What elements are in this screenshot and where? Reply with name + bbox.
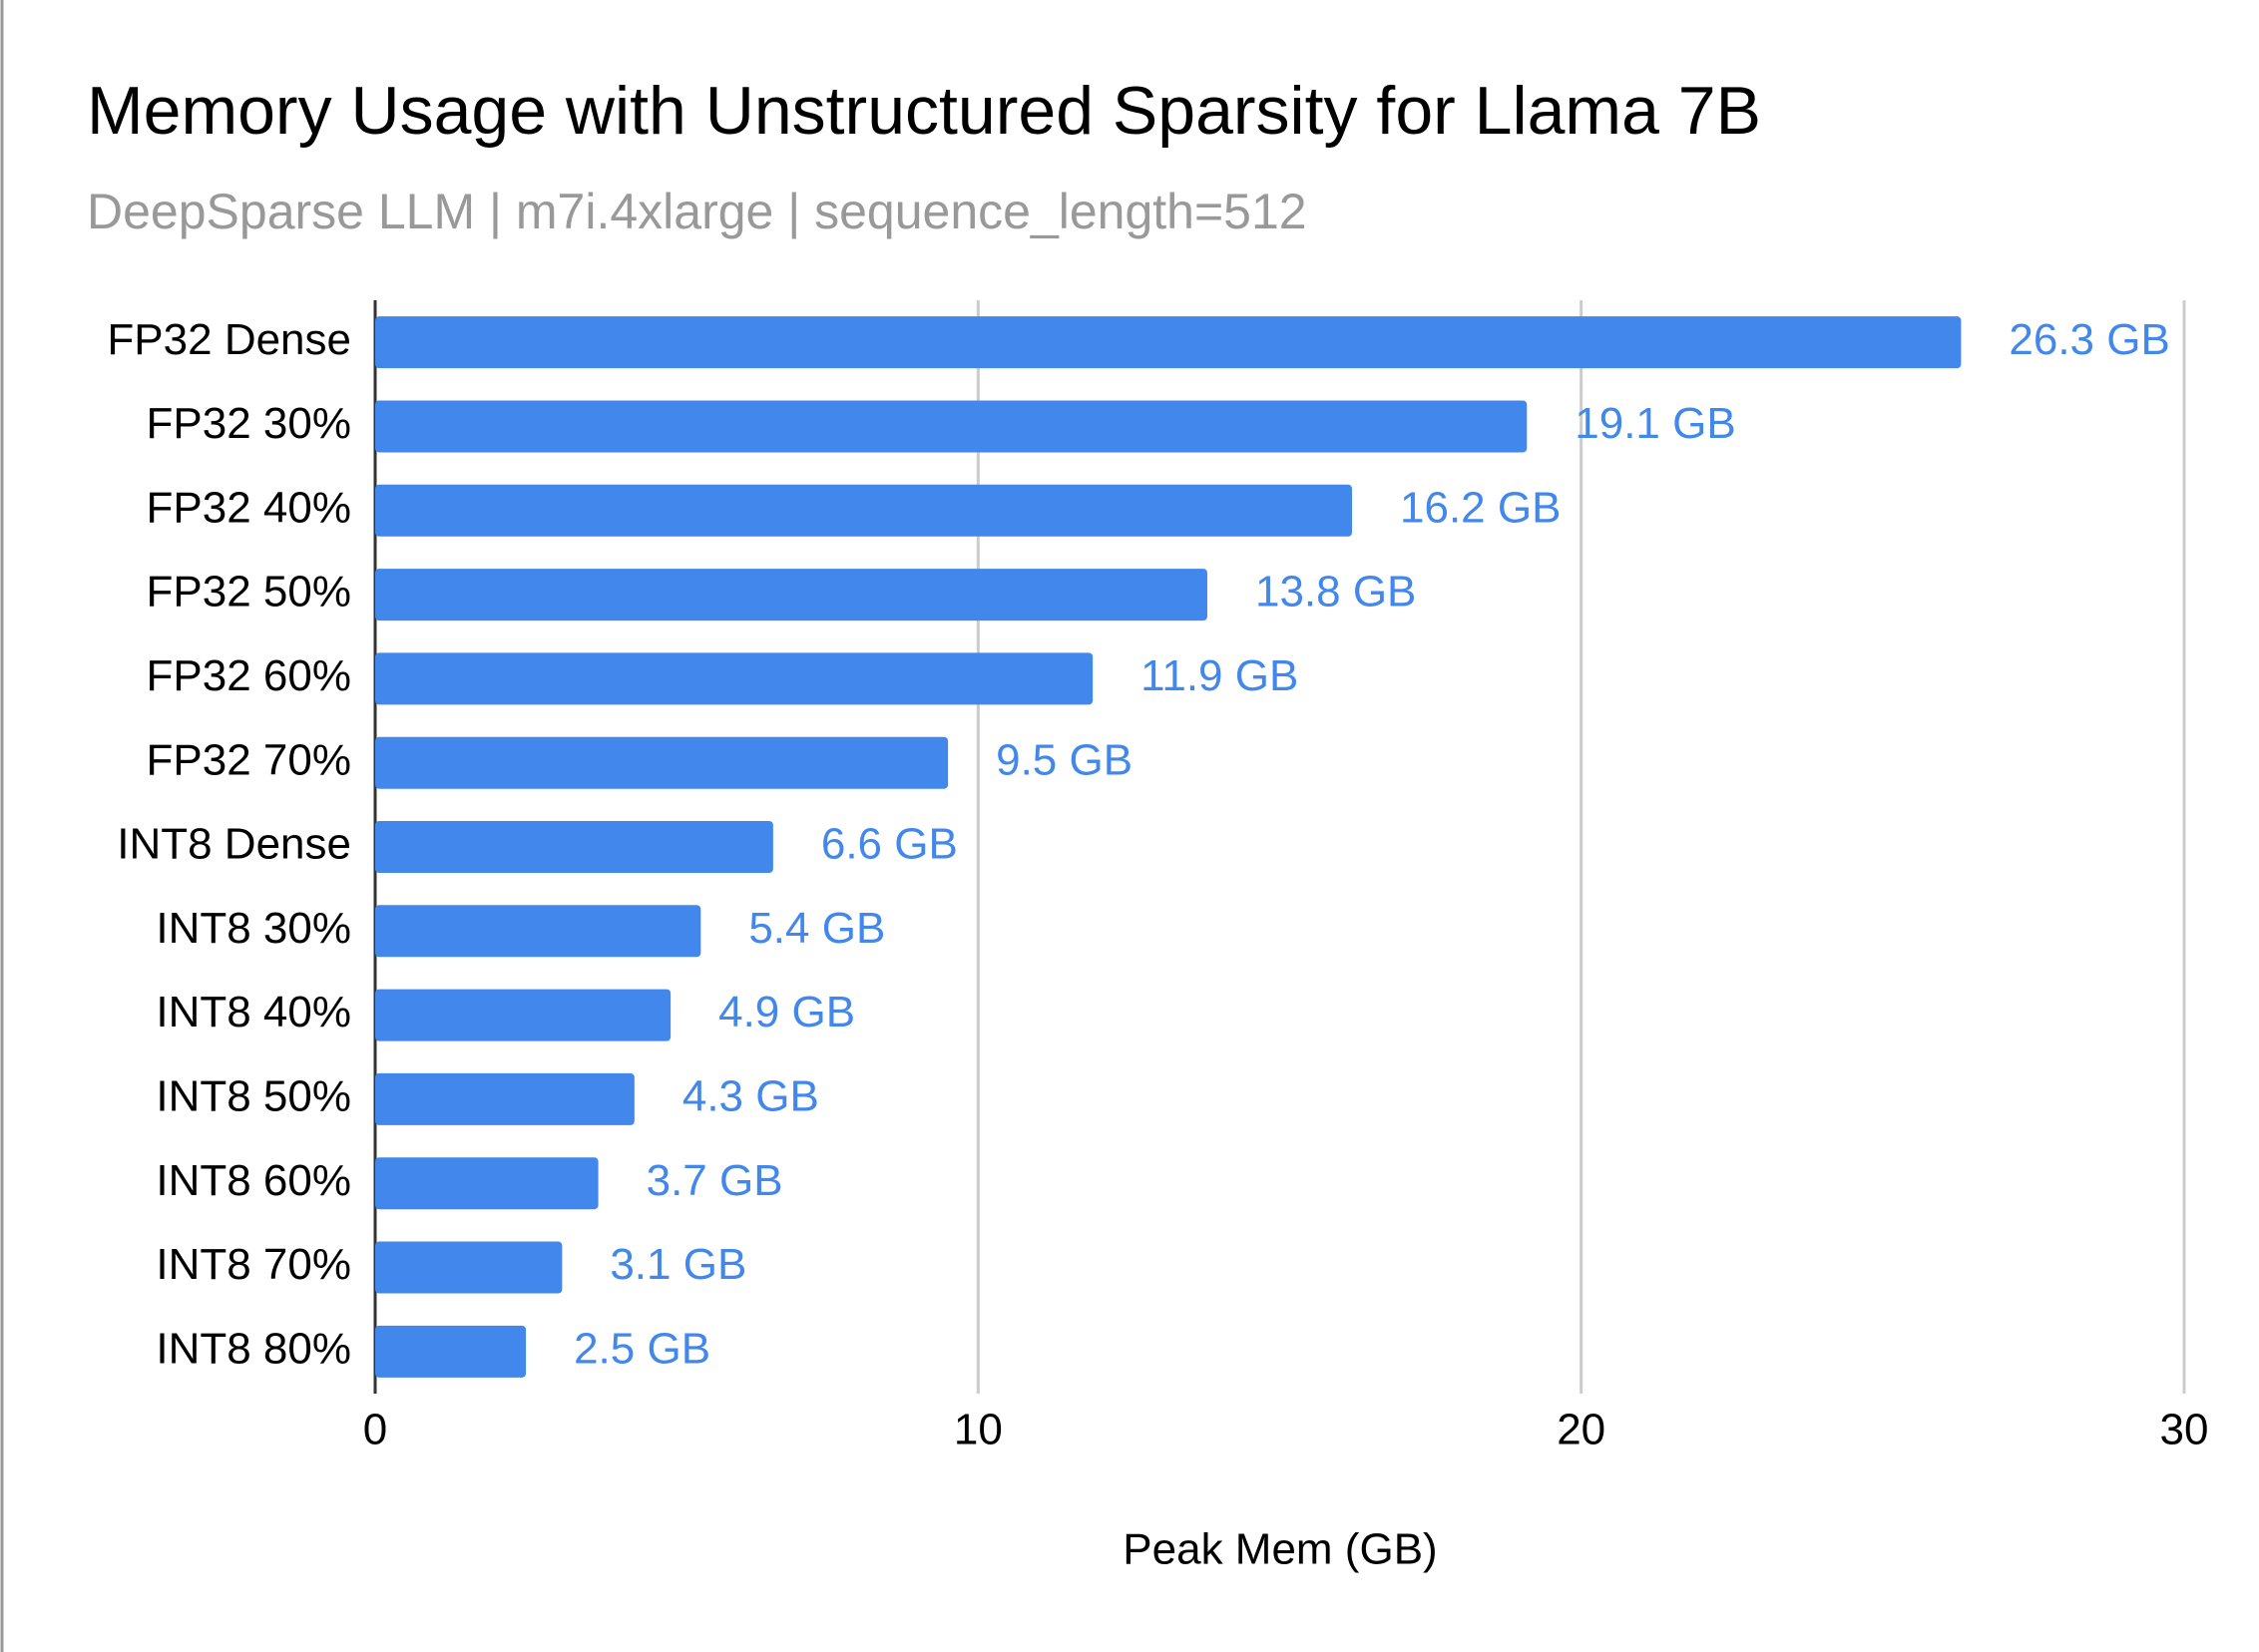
value-label: 11.9 GB xyxy=(1140,651,1298,700)
value-label: 16.2 GB xyxy=(1400,483,1561,532)
chart-subtitle: DeepSparse LLM | m7i.4xlarge | sequence_… xyxy=(87,184,1307,239)
chart-title: Memory Usage with Unstructured Sparsity … xyxy=(87,73,1761,149)
value-label: 26.3 GB xyxy=(2009,315,2169,364)
y-tick-label: INT8 60% xyxy=(156,1156,351,1205)
y-tick-label: FP32 60% xyxy=(147,651,351,700)
y-tick-label: INT8 50% xyxy=(156,1072,351,1121)
value-label: 9.5 GB xyxy=(996,735,1132,784)
y-tick-label: FP32 Dense xyxy=(107,315,351,364)
bar xyxy=(375,1072,635,1125)
value-label: 4.3 GB xyxy=(682,1072,819,1121)
value-label: 3.1 GB xyxy=(610,1240,746,1289)
y-tick-label: INT8 40% xyxy=(156,988,351,1036)
x-tick-label: 20 xyxy=(1557,1406,1605,1454)
y-tick-label: FP32 30% xyxy=(147,399,351,448)
bar xyxy=(375,1241,563,1294)
bar xyxy=(375,989,672,1041)
bar xyxy=(375,569,1207,621)
bar xyxy=(375,1325,527,1378)
bar xyxy=(375,905,701,958)
y-tick-label: INT8 80% xyxy=(156,1324,351,1373)
x-tick-label: 10 xyxy=(954,1406,1003,1454)
value-label: 5.4 GB xyxy=(748,904,885,953)
bar xyxy=(375,400,1528,453)
value-label: 3.7 GB xyxy=(647,1156,783,1205)
bar xyxy=(375,821,773,873)
value-label: 13.8 GB xyxy=(1255,568,1416,617)
y-tick-label: INT8 30% xyxy=(156,904,351,953)
y-tick-label: FP32 70% xyxy=(147,735,351,784)
y-tick-label: INT8 Dense xyxy=(117,820,351,869)
bar xyxy=(375,736,949,789)
bar xyxy=(375,316,1962,369)
y-tick-label: INT8 70% xyxy=(156,1240,351,1289)
value-label: 19.1 GB xyxy=(1575,399,1735,448)
x-tick-label: 0 xyxy=(363,1406,387,1454)
value-label: 6.6 GB xyxy=(821,820,958,869)
bar xyxy=(375,652,1094,705)
bar xyxy=(375,1157,599,1210)
y-tick-label: FP32 40% xyxy=(147,483,351,532)
y-tick-label: FP32 50% xyxy=(147,568,351,617)
value-label: 4.9 GB xyxy=(718,988,855,1036)
bar xyxy=(375,484,1353,537)
x-axis-title: Peak Mem (GB) xyxy=(1123,1525,1437,1574)
x-tick-label: 30 xyxy=(2160,1406,2209,1454)
value-label: 2.5 GB xyxy=(574,1324,710,1373)
